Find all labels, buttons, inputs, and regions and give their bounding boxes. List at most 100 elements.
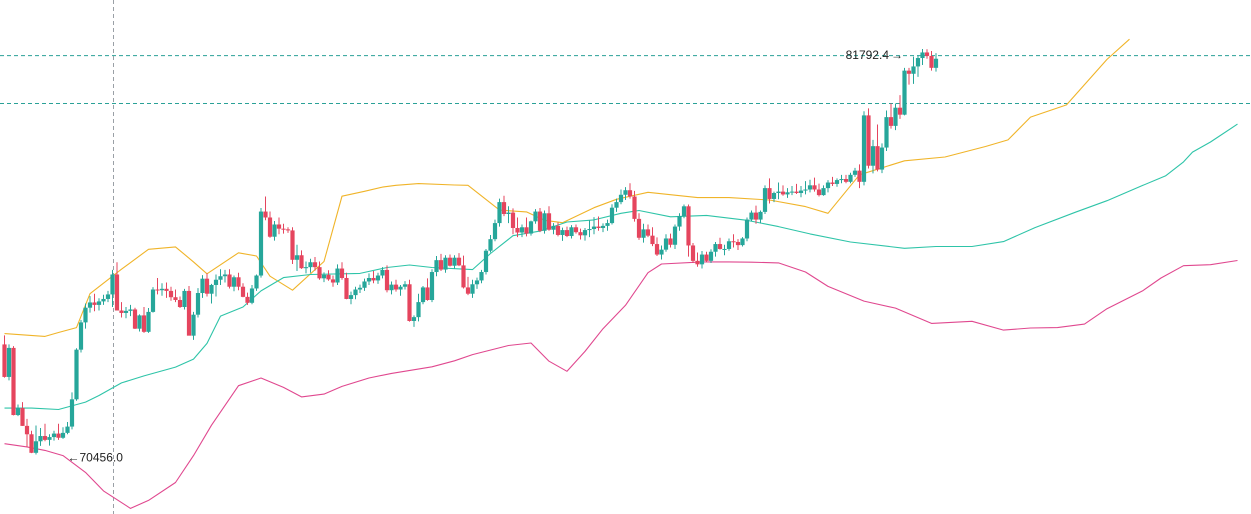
- candle: [461, 255, 466, 289]
- candle-body: [213, 279, 219, 285]
- candle: [915, 55, 921, 77]
- candle-body: [348, 295, 354, 299]
- candle: [398, 284, 403, 296]
- candle-body: [173, 297, 178, 301]
- candle-body: [479, 272, 484, 281]
- candle-body: [519, 227, 525, 233]
- candle: [186, 286, 192, 336]
- candle-body: [852, 170, 858, 175]
- candle-body: [29, 434, 34, 453]
- candle: [798, 186, 804, 198]
- candle: [254, 274, 259, 291]
- candle-body: [204, 278, 210, 294]
- candle-body: [254, 275, 259, 289]
- candle-body: [524, 227, 529, 234]
- candle: [843, 174, 849, 184]
- candle-body: [812, 185, 817, 190]
- candle-body: [920, 52, 925, 59]
- candle: [24, 418, 30, 447]
- candle: [38, 427, 43, 446]
- candle: [443, 255, 448, 273]
- candle: [483, 248, 489, 275]
- candle-body: [461, 265, 466, 288]
- candle: [182, 288, 187, 310]
- candle-body: [389, 284, 394, 291]
- candle: [2, 335, 7, 378]
- candle: [776, 182, 781, 200]
- candle-body: [447, 257, 453, 266]
- candle-body: [474, 280, 480, 285]
- candle-body: [740, 238, 745, 246]
- candle-body: [915, 58, 921, 67]
- candle: [636, 213, 642, 240]
- candle: [762, 185, 768, 214]
- candle-body: [299, 255, 304, 269]
- candle: [861, 111, 867, 186]
- candles: [2, 48, 939, 455]
- candle-body: [272, 224, 277, 237]
- candle: [312, 257, 318, 271]
- candle-body: [231, 277, 237, 287]
- candle: [195, 288, 201, 318]
- candle-body: [285, 229, 291, 231]
- candle-body: [249, 288, 255, 303]
- candle-body: [245, 296, 250, 303]
- candle: [164, 282, 169, 298]
- candle: [501, 195, 507, 217]
- candle-body: [132, 309, 138, 329]
- candle-body: [303, 267, 309, 269]
- candle: [600, 223, 606, 233]
- candle: [870, 139, 876, 174]
- candle: [749, 210, 754, 221]
- candle: [663, 234, 669, 252]
- candle: [848, 172, 853, 184]
- candle-body: [492, 223, 498, 240]
- candle: [717, 237, 723, 250]
- candle-body: [641, 229, 646, 238]
- candle-body: [924, 52, 930, 56]
- candle-body: [749, 212, 754, 220]
- candle-body: [483, 250, 489, 273]
- candle-body: [362, 281, 367, 288]
- candle-body: [767, 188, 772, 199]
- candle-body: [537, 211, 543, 231]
- candle: [753, 205, 759, 224]
- candle: [159, 283, 165, 296]
- upper-band-line: [4, 38, 1130, 337]
- candle: [564, 226, 570, 238]
- candle: [807, 179, 813, 193]
- candle: [785, 188, 790, 198]
- candle: [654, 237, 660, 256]
- lower-band-line: [4, 259, 1238, 509]
- candle: [407, 279, 412, 322]
- candle: [695, 252, 700, 267]
- candle: [519, 224, 525, 238]
- candle: [258, 208, 264, 278]
- candle-body: [726, 241, 732, 249]
- candle-body: [200, 278, 205, 294]
- candle: [47, 434, 52, 446]
- candle: [879, 143, 885, 174]
- candle-body: [69, 399, 75, 427]
- candle-body: [6, 347, 12, 377]
- candle: [794, 183, 799, 195]
- candle-body: [47, 437, 52, 440]
- candle: [452, 255, 457, 269]
- candle-body: [182, 290, 187, 308]
- candle-body: [20, 408, 25, 426]
- horizontal-guides: [0, 55, 1251, 104]
- candle-body: [353, 289, 358, 296]
- candle: [249, 284, 255, 305]
- candle-body: [672, 226, 678, 245]
- candle-body: [677, 216, 682, 227]
- bollinger-bands: [4, 38, 1238, 509]
- candle-body: [420, 287, 426, 303]
- candle: [294, 244, 300, 271]
- candle: [488, 234, 493, 253]
- candle-body: [195, 293, 201, 315]
- candle-body: [465, 287, 471, 294]
- candle: [578, 228, 583, 240]
- candle-body: [497, 202, 502, 224]
- candle: [699, 251, 705, 269]
